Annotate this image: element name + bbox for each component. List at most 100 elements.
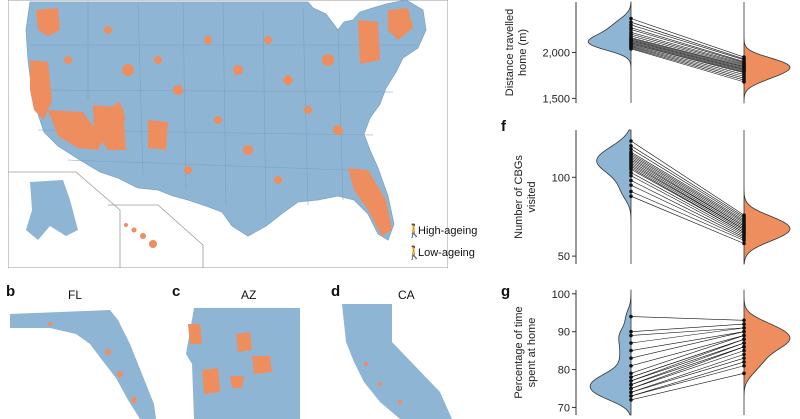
panel-letter-c: c — [172, 283, 181, 300]
data-point-right — [742, 363, 746, 368]
data-point-right — [742, 352, 746, 357]
y-tick-label: 100 — [552, 289, 570, 301]
paired-line — [630, 43, 745, 73]
data-point-left — [629, 173, 633, 178]
violin-left — [587, 1, 632, 103]
paired-line — [630, 357, 745, 393]
data-point-right — [742, 80, 746, 84]
florida-map — [10, 310, 156, 419]
paired-line — [630, 191, 745, 241]
data-point-left — [629, 379, 633, 383]
paired-line — [630, 156, 745, 225]
paired-line — [630, 39, 745, 69]
panel-letter-d: d — [331, 283, 341, 300]
data-point-left — [629, 382, 633, 387]
paired-line — [630, 331, 745, 359]
data-point-right — [742, 329, 746, 334]
data-point-right — [742, 341, 746, 345]
paired-line — [630, 21, 745, 60]
data-point-left — [629, 178, 633, 183]
data-point-right — [742, 241, 746, 246]
y-tick-label: 100 — [552, 172, 570, 184]
data-point-left — [629, 394, 633, 398]
paired-line — [630, 316, 745, 321]
data-point-left — [629, 20, 633, 25]
violin-right — [743, 2, 791, 104]
alaska-shape — [26, 180, 78, 240]
data-point-left — [629, 398, 633, 402]
paired-line — [630, 29, 745, 63]
paired-line — [630, 338, 745, 382]
data-point-left — [629, 390, 633, 395]
paired-line — [630, 43, 745, 73]
data-point-left — [629, 170, 633, 175]
data-point-left — [629, 348, 633, 353]
data-point-left — [629, 371, 633, 376]
paired-line — [630, 153, 745, 222]
panel-letter-g: g — [501, 283, 511, 300]
chart-distance-travelled: 1,500 2,000 Distance travelled home (m) — [504, 1, 791, 105]
violin-right — [743, 289, 791, 415]
paired-line — [630, 365, 745, 397]
paired-line — [630, 159, 745, 227]
data-point-left — [629, 16, 633, 21]
panel-letter-b: b — [6, 283, 16, 300]
data-point-left — [629, 314, 633, 319]
map-title-ca: CA — [398, 288, 415, 302]
paired-line — [630, 342, 745, 385]
paired-line — [630, 323, 745, 332]
paired-line — [630, 140, 745, 216]
paired-line — [630, 346, 745, 385]
legend-high-label: High-ageing — [418, 225, 478, 237]
paired-line — [630, 335, 745, 374]
paired-line — [630, 327, 745, 344]
paired-line — [630, 172, 745, 235]
paired-line — [630, 335, 745, 367]
y-axis-label: home (m) — [517, 29, 529, 76]
paired-line — [630, 48, 745, 83]
y-tick-label: 50 — [558, 251, 570, 263]
paired-line — [630, 331, 745, 351]
data-point-left — [629, 23, 633, 27]
data-point-right — [742, 322, 746, 326]
y-axis-label: Distance travelled — [504, 9, 516, 96]
data-point-left — [629, 139, 633, 143]
data-point-right — [742, 348, 746, 353]
panel-letter-f: f — [501, 118, 506, 135]
high-ageing-regions — [30, 8, 413, 236]
paired-line — [630, 41, 745, 71]
data-point-left — [629, 375, 633, 379]
data-point-left — [629, 386, 633, 391]
data-point-left — [629, 27, 633, 32]
data-point-right — [742, 356, 746, 360]
paired-line — [630, 373, 745, 401]
paired-line — [630, 32, 745, 64]
paired-line — [630, 33, 745, 65]
paired-line — [630, 161, 745, 229]
paired-line — [630, 24, 745, 61]
paired-line — [630, 37, 745, 67]
y-axis-label: visited — [526, 181, 538, 212]
chart-time-at-home: 70 80 90 100 Percentage of time spent at home — [513, 289, 791, 416]
paired-line — [630, 46, 745, 79]
data-point-left — [629, 329, 633, 334]
data-point-right — [742, 318, 746, 323]
data-point-right — [742, 333, 746, 338]
walking-person-icon: 🚶 — [406, 245, 423, 260]
data-point-right — [742, 326, 746, 330]
paired-line — [630, 154, 745, 224]
paired-line — [630, 346, 745, 389]
paired-line — [630, 151, 745, 221]
paired-line — [630, 44, 745, 75]
arizona-map — [186, 308, 300, 419]
walking-person-icon: 🚶 — [406, 223, 423, 238]
violin-left — [596, 129, 632, 264]
paired-line — [630, 38, 745, 68]
paired-line — [630, 342, 745, 382]
paired-line — [630, 350, 745, 389]
y-tick-label: 90 — [558, 327, 570, 339]
data-point-left — [629, 183, 633, 187]
data-point-left — [629, 167, 633, 172]
paired-line — [630, 40, 745, 70]
y-tick-label: 2,000 — [542, 48, 570, 60]
